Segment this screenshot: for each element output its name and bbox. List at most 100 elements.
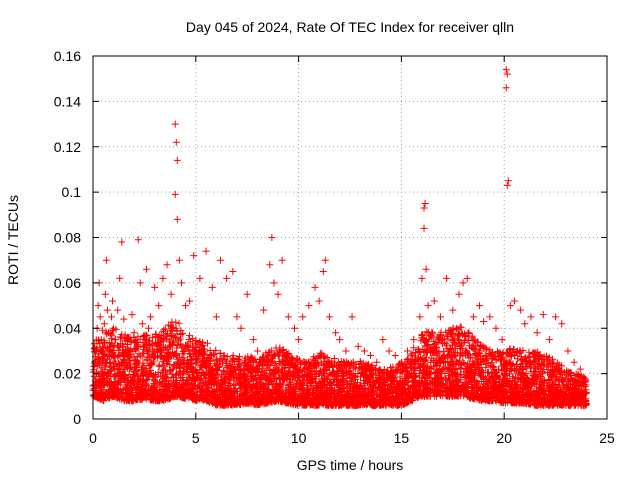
data-point [152,373,160,381]
data-point [90,366,98,374]
data-point [151,383,159,391]
data-point [120,397,128,405]
data-point [92,392,100,400]
data-point [139,359,147,367]
data-point [145,337,153,345]
data-point [120,372,128,380]
data-point [155,331,163,339]
data-point [101,392,109,400]
data-point [166,327,174,335]
data-point [161,325,169,333]
data-point [95,361,103,369]
data-point [113,386,121,394]
data-point [175,319,183,327]
data-point [100,386,108,394]
data-point [122,385,130,393]
data-point [132,385,140,393]
data-point [153,339,161,347]
data-point [101,365,109,373]
data-point [153,397,161,405]
data-point [143,392,151,400]
data-point [442,340,450,348]
data-point [165,352,173,360]
data-point [115,378,123,386]
data-point [100,397,108,405]
data-point [152,345,160,353]
data-point [110,353,118,361]
data-point [115,393,123,401]
data-point [123,340,131,348]
data-point [160,326,168,334]
data-point [95,387,103,395]
data-point [111,365,119,373]
data-point [148,360,156,368]
data-point [166,336,174,344]
data-point [96,378,104,386]
data-point [164,387,172,395]
data-point [141,387,149,395]
data-point [95,355,103,363]
data-point [114,394,122,402]
data-point [166,366,174,374]
data-point [119,367,127,375]
data-point [149,358,157,366]
data-point [103,360,110,368]
data-point [164,353,172,361]
data-point [163,394,171,402]
data-point [135,390,143,398]
data-point [163,360,171,368]
data-point [158,362,166,370]
data-point [101,344,109,352]
data-point [116,385,124,393]
data-points [89,66,590,409]
data-point [98,326,106,334]
data-point [158,351,166,359]
data-point [101,350,109,358]
data-point [162,331,170,339]
grid [93,56,607,419]
data-point [162,381,170,389]
data-point [132,396,140,404]
data-point [136,386,144,394]
data-point [161,344,169,352]
data-point [115,346,123,354]
data-point [103,330,111,338]
data-point [114,372,122,380]
data-point [105,339,113,347]
data-point [151,330,159,338]
data-point [142,382,150,390]
data-point [135,350,143,358]
data-point [131,345,139,353]
data-point [142,341,150,349]
data-point [154,369,162,377]
data-point [116,333,124,341]
data-point [162,343,170,351]
data-point [151,352,159,360]
data-point [123,352,131,360]
data-point [525,348,533,356]
data-point [108,335,116,343]
data-point [133,360,141,368]
data-point [158,335,166,343]
data-point [161,377,169,385]
data-point [110,381,118,389]
data-point [144,349,152,357]
data-point [146,369,154,377]
data-point [143,332,151,340]
data-point [143,355,151,363]
data-point [155,378,163,386]
data-point [116,362,124,370]
data-point [162,373,170,381]
data-point [121,331,129,339]
data-point [130,375,138,383]
data-point [155,362,163,370]
data-point [151,373,159,381]
data-point [142,392,150,400]
data-point [130,353,138,361]
data-point [157,348,165,356]
data-point [100,374,108,382]
data-point [186,332,194,340]
data-point [142,370,150,378]
data-point [164,380,172,388]
